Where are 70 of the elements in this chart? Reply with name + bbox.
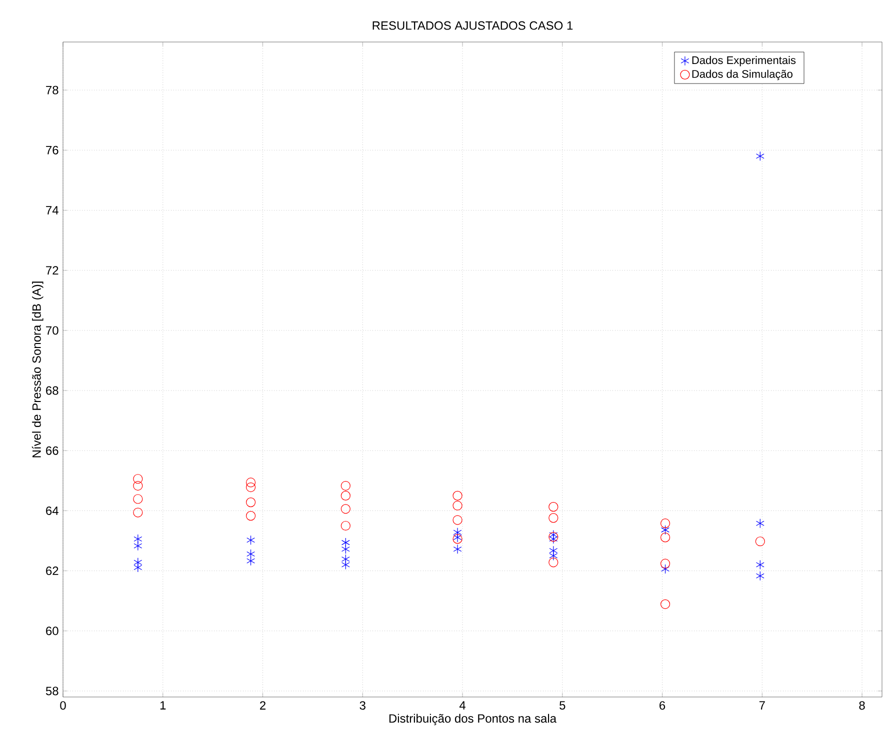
point xyxy=(246,482,256,492)
point xyxy=(246,511,256,521)
point xyxy=(548,502,558,512)
y-tick-label: 68 xyxy=(46,386,58,395)
x-axis-title: Distribuição dos Pontos na sala xyxy=(389,714,557,726)
x-tick-label: 4 xyxy=(459,701,466,710)
legend-label: Dados da Simulação xyxy=(692,70,792,80)
y-tick-label: 78 xyxy=(46,86,58,94)
point xyxy=(246,498,256,508)
y-tick-label: 62 xyxy=(46,566,58,576)
y-tick-label: 74 xyxy=(46,206,58,214)
x-tick-label: 3 xyxy=(360,701,366,710)
point xyxy=(341,560,350,570)
point xyxy=(340,520,350,531)
point xyxy=(341,554,350,564)
legend-label: Dados Experimentais xyxy=(692,56,796,66)
point xyxy=(246,535,255,545)
x-tick-label: 7 xyxy=(759,701,765,710)
y-tick-label: 70 xyxy=(46,326,58,335)
point xyxy=(755,536,765,546)
point xyxy=(549,550,558,561)
point xyxy=(341,544,350,554)
point xyxy=(756,518,764,528)
point xyxy=(133,494,143,504)
point xyxy=(661,564,670,574)
point xyxy=(134,534,142,544)
y-tick-label: 58 xyxy=(46,686,58,696)
point xyxy=(756,560,764,570)
point xyxy=(660,558,670,568)
point xyxy=(133,474,143,484)
y-tick-label: 66 xyxy=(46,446,58,455)
point xyxy=(246,556,255,566)
point xyxy=(756,151,764,161)
point xyxy=(246,478,256,488)
chart-title: RESULTADOS AJUSTADOS CASO 1 xyxy=(372,21,573,30)
y-tick-label: 76 xyxy=(46,146,58,154)
y-tick-label: 72 xyxy=(46,266,58,275)
point xyxy=(452,490,462,500)
point xyxy=(133,508,143,518)
point xyxy=(453,544,462,554)
point xyxy=(341,538,350,548)
point xyxy=(549,546,558,556)
x-tick-label: 2 xyxy=(260,701,266,710)
point xyxy=(340,480,350,491)
x-tick-label: 0 xyxy=(60,701,66,710)
point xyxy=(548,513,558,523)
x-tick-label: 8 xyxy=(859,701,865,710)
y-tick-label: 60 xyxy=(46,626,58,636)
point xyxy=(661,525,670,535)
point xyxy=(134,562,142,572)
point xyxy=(660,518,670,528)
y-axis-title: Nível de Pressão Sonora [dB (A)] xyxy=(32,282,44,458)
point xyxy=(134,541,142,551)
point xyxy=(133,480,143,491)
point xyxy=(246,549,255,559)
point xyxy=(549,530,558,540)
point xyxy=(340,490,350,500)
point xyxy=(756,571,764,581)
point xyxy=(452,500,462,510)
point xyxy=(340,504,350,514)
point xyxy=(548,558,558,568)
point xyxy=(134,558,142,568)
point xyxy=(660,532,670,542)
x-tick-label: 5 xyxy=(560,701,566,710)
y-tick-label: 64 xyxy=(46,506,58,515)
x-tick-label: 6 xyxy=(660,701,666,710)
point xyxy=(452,515,462,525)
point xyxy=(453,528,462,538)
point xyxy=(660,599,670,609)
x-tick-label: 1 xyxy=(160,701,166,710)
